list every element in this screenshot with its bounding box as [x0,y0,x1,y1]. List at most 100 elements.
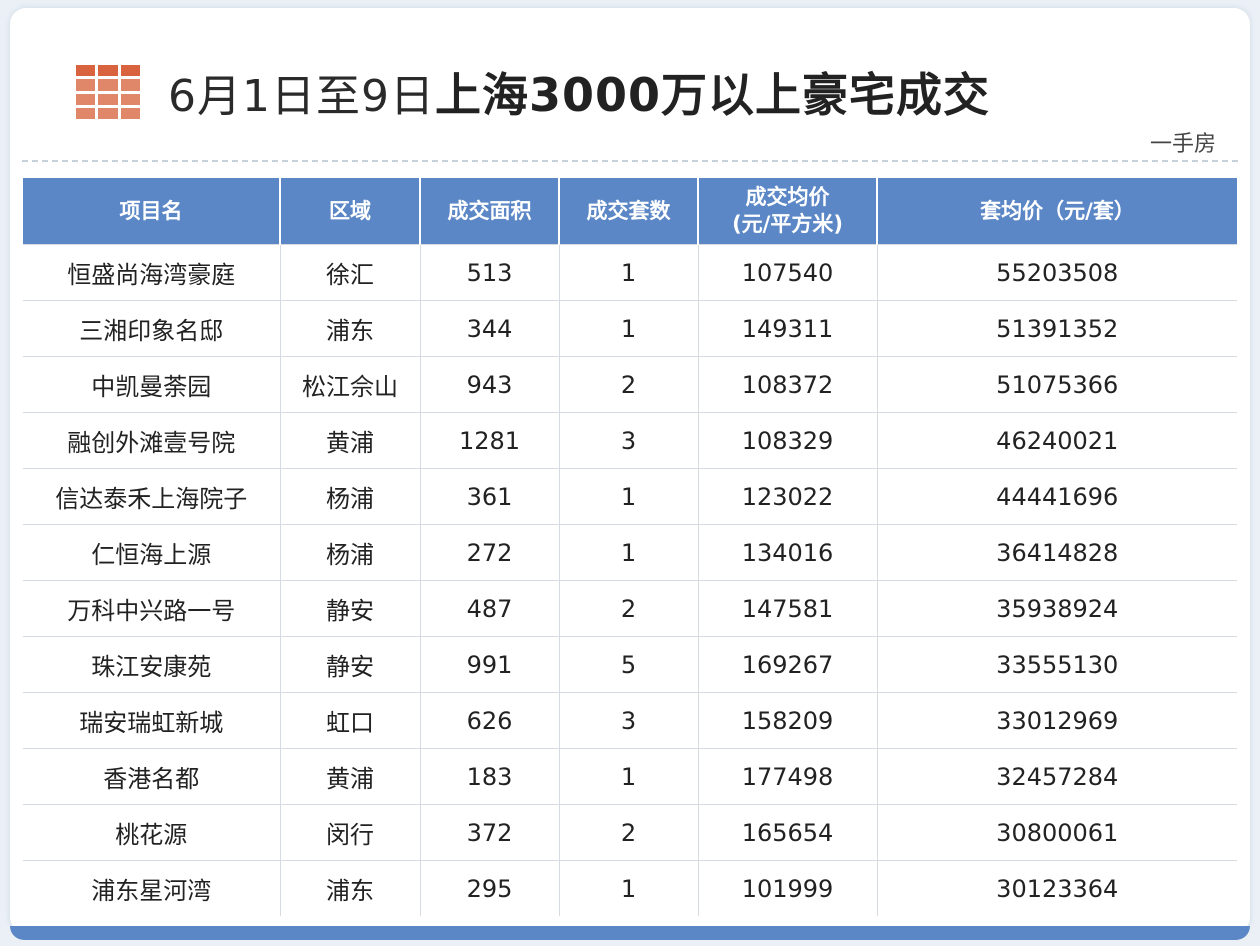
cell-district: 徐汇 [279,244,421,301]
table-row: 珠江安康苑 静安 991 5 169267 33555130 [23,636,1237,693]
cell-project: 中凯曼荼园 [23,356,281,413]
table-body: 恒盛尚海湾豪庭 徐汇 513 1 107540 55203508 三湘印象名邸 浦东 344 1 1… [23,244,1237,916]
table-row: 桃花源 闵行 372 2 165654 30800061 [23,804,1237,861]
table-row: 仁恒海上源 杨浦 272 1 134016 36414828 [23,524,1237,581]
cell-project: 浦东星河湾 [23,860,281,916]
cell-avg-price-unit: 55203508 [876,244,1237,301]
cell-area: 361 [419,468,560,525]
table-grid-icon [76,65,140,119]
cell-avg-price-sqm: 101999 [697,860,878,916]
cell-units: 1 [558,468,699,525]
cell-units: 3 [558,412,699,469]
cell-district: 杨浦 [279,468,421,525]
cell-district: 静安 [279,636,421,693]
cell-avg-price-sqm: 158209 [697,692,878,749]
cell-district: 黄浦 [279,412,421,469]
col-header-area: 成交面积 [419,178,560,245]
cell-district: 虹口 [279,692,421,749]
cell-avg-price-sqm: 165654 [697,804,878,861]
table-row: 恒盛尚海湾豪庭 徐汇 513 1 107540 55203508 [23,244,1237,301]
cell-avg-price-sqm: 134016 [697,524,878,581]
cell-units: 2 [558,580,699,637]
col-header-avg-price-sqm: 成交均价 (元/平方米) [697,178,878,245]
cell-units: 3 [558,692,699,749]
cell-avg-price-unit: 46240021 [876,412,1237,469]
cell-avg-price-sqm: 169267 [697,636,878,693]
cell-avg-price-sqm: 108329 [697,412,878,469]
cell-area: 487 [419,580,560,637]
cell-avg-price-sqm: 123022 [697,468,878,525]
title-date-range: 6月1日至9日 [168,71,435,122]
title-main: 上海3000万以上豪宅成交 [434,68,991,122]
cell-avg-price-sqm: 147581 [697,580,878,637]
cell-units: 1 [558,524,699,581]
cell-avg-price-unit: 33012969 [876,692,1237,749]
cell-district: 闵行 [279,804,421,861]
cell-units: 1 [558,244,699,301]
cell-project: 融创外滩壹号院 [23,412,281,469]
cell-avg-price-unit: 51075366 [876,356,1237,413]
title-row: 6月1日至9日 上海3000万以上豪宅成交 [76,52,990,132]
cell-project: 三湘印象名邸 [23,300,281,357]
table-row: 瑞安瑞虹新城 虹口 626 3 158209 33012969 [23,692,1237,749]
cell-units: 2 [558,804,699,861]
cell-district: 黄浦 [279,748,421,805]
table-row: 香港名都 黄浦 183 1 177498 32457284 [23,748,1237,805]
cell-area: 295 [419,860,560,916]
cell-project: 仁恒海上源 [23,524,281,581]
cell-avg-price-sqm: 177498 [697,748,878,805]
cell-area: 626 [419,692,560,749]
col-header-avg-price-unit: 套均价（元/套） [876,178,1237,245]
cell-area: 372 [419,804,560,861]
cell-avg-price-unit: 33555130 [876,636,1237,693]
table-row: 中凯曼荼园 松江佘山 943 2 108372 51075366 [23,356,1237,413]
cell-area: 943 [419,356,560,413]
cell-avg-price-unit: 30123364 [876,860,1237,916]
cell-project: 瑞安瑞虹新城 [23,692,281,749]
cell-district: 浦东 [279,300,421,357]
cell-avg-price-sqm: 108372 [697,356,878,413]
cell-units: 1 [558,748,699,805]
cell-area: 344 [419,300,560,357]
cell-units: 1 [558,300,699,357]
cell-avg-price-unit: 30800061 [876,804,1237,861]
cell-avg-price-unit: 35938924 [876,580,1237,637]
cell-project: 信达泰禾上海院子 [23,468,281,525]
cell-avg-price-unit: 51391352 [876,300,1237,357]
cell-avg-price-unit: 32457284 [876,748,1237,805]
col-header-project: 项目名 [23,178,281,245]
cell-area: 183 [419,748,560,805]
cell-area: 513 [419,244,560,301]
cell-avg-price-sqm: 149311 [697,300,878,357]
table-row: 三湘印象名邸 浦东 344 1 149311 51391352 [23,300,1237,357]
col-header-units: 成交套数 [558,178,699,245]
table-row: 万科中兴路一号 静安 487 2 147581 35938924 [23,580,1237,637]
cell-avg-price-unit: 44441696 [876,468,1237,525]
table-row: 浦东星河湾 浦东 295 1 101999 30123364 [23,860,1237,916]
cell-district: 松江佘山 [279,356,421,413]
cell-avg-price-sqm: 107540 [697,244,878,301]
table-row: 融创外滩壹号院 黄浦 1281 3 108329 46240021 [23,412,1237,469]
cell-project: 香港名都 [23,748,281,805]
cell-district: 静安 [279,580,421,637]
cell-units: 1 [558,860,699,916]
cell-project: 珠江安康苑 [23,636,281,693]
report-card: 6月1日至9日 上海3000万以上豪宅成交 一手房 项目名 区域 成交面积 成交… [10,8,1250,933]
cell-project: 恒盛尚海湾豪庭 [23,244,281,301]
table-row: 信达泰禾上海院子 杨浦 361 1 123022 44441696 [23,468,1237,525]
subtag-first-hand: 一手房 [1149,132,1216,157]
cell-avg-price-unit: 36414828 [876,524,1237,581]
cell-units: 2 [558,356,699,413]
cell-units: 5 [558,636,699,693]
table-header-row: 项目名 区域 成交面积 成交套数 成交均价 (元/平方米) 套均价（元/套） [23,178,1237,245]
cell-district: 杨浦 [279,524,421,581]
dashed-divider [22,160,1238,162]
cell-project: 万科中兴路一号 [23,580,281,637]
transactions-table: 项目名 区域 成交面积 成交套数 成交均价 (元/平方米) 套均价（元/套） 恒… [23,178,1237,916]
cell-district: 浦东 [279,860,421,916]
cell-area: 1281 [419,412,560,469]
cell-area: 991 [419,636,560,693]
col-header-district: 区域 [279,178,421,245]
bottom-accent-bar [10,926,1250,940]
cell-area: 272 [419,524,560,581]
